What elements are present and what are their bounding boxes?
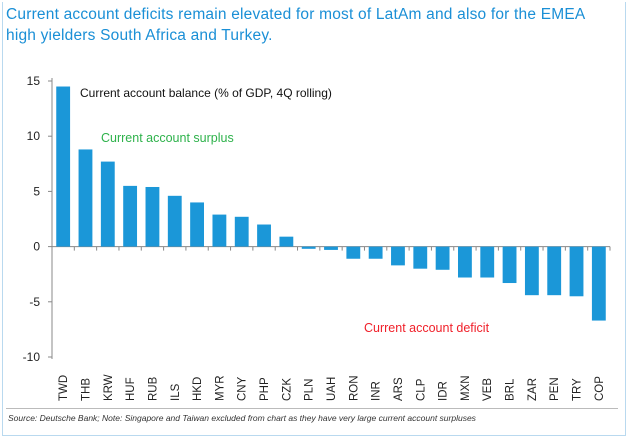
bar-inr: [368, 246, 383, 259]
x-tick-label: MXN: [460, 375, 472, 401]
bar-cny: [234, 216, 249, 247]
x-tick-label: ZAR: [527, 378, 539, 401]
bar-zar: [524, 246, 539, 296]
x-tick-label: ARS: [393, 377, 405, 401]
bar-thb: [78, 149, 93, 247]
x-tick-label: CLP: [415, 378, 427, 401]
bar-php: [257, 224, 271, 247]
bar-ron: [346, 246, 361, 259]
bar-uah: [324, 246, 338, 250]
bar-ars: [391, 246, 405, 266]
x-tick-label: TWD: [58, 375, 70, 401]
bar-pen: [547, 246, 562, 296]
bar-krw: [100, 161, 115, 247]
x-tick-label: ILS: [170, 383, 182, 401]
bar-ils: [167, 195, 182, 247]
source-note: Source: Deutsche Bank; Note: Singapore a…: [8, 413, 476, 423]
bar-veb: [480, 246, 495, 278]
x-tick-label: RON: [348, 375, 360, 401]
bar-brl: [502, 246, 517, 284]
y-tick-label: 5: [33, 184, 40, 198]
x-tick-label: INR: [371, 381, 383, 401]
bar-mxn: [458, 246, 472, 278]
chart-title: Current account balance (% of GDP, 4Q ro…: [80, 86, 332, 100]
bar-try: [569, 246, 584, 297]
x-tick-label: HUF: [125, 377, 137, 401]
chart-frame: [2, 2, 626, 436]
x-tick-label: BRL: [505, 378, 517, 401]
x-tick-label: THB: [80, 378, 92, 401]
x-tick-label: UAH: [326, 377, 338, 401]
x-tick-label: HKD: [192, 377, 204, 401]
divider: [6, 408, 618, 409]
x-tick-label: TRY: [572, 378, 584, 401]
x-tick-label: CZK: [281, 378, 293, 401]
y-tick-label: -5: [29, 295, 40, 309]
surplus-annotation: Current account surplus: [101, 131, 234, 145]
x-tick-label: CNY: [237, 376, 249, 401]
x-tick-label: IDR: [438, 381, 450, 401]
bar-clp: [413, 246, 428, 269]
x-tick-label: PHP: [259, 377, 271, 401]
y-tick-label: -10: [23, 350, 41, 364]
x-tick-label: KRW: [103, 374, 115, 401]
bar-cop: [591, 246, 606, 321]
x-tick-label: PEN: [549, 377, 561, 401]
bar-hkd: [190, 202, 204, 247]
x-tick-label: COP: [594, 376, 606, 401]
bar-huf: [123, 185, 138, 247]
deficit-annotation: Current account deficit: [364, 321, 490, 335]
chart-headline: Current account deficits remain elevated…: [6, 6, 585, 44]
x-tick-label: PLN: [304, 379, 316, 401]
x-tick-label: MYR: [214, 375, 226, 401]
x-tick-label: RUB: [147, 376, 159, 401]
bar-czk: [279, 236, 294, 247]
bar-myr: [212, 214, 227, 247]
bar-pln: [301, 246, 316, 249]
bar-idr: [435, 246, 450, 270]
bar-twd: [56, 86, 71, 247]
x-tick-label: VEB: [482, 378, 494, 401]
bar-rub: [145, 186, 160, 247]
bar-chart: -10 -5 0 5 10 15 TWD THB KRW HUF RUB ILS HKD MYR CNY PH…: [23, 74, 611, 401]
y-tick-label: 0: [33, 240, 40, 254]
y-tick-label: 15: [27, 74, 41, 88]
y-tick-label: 10: [27, 129, 41, 143]
